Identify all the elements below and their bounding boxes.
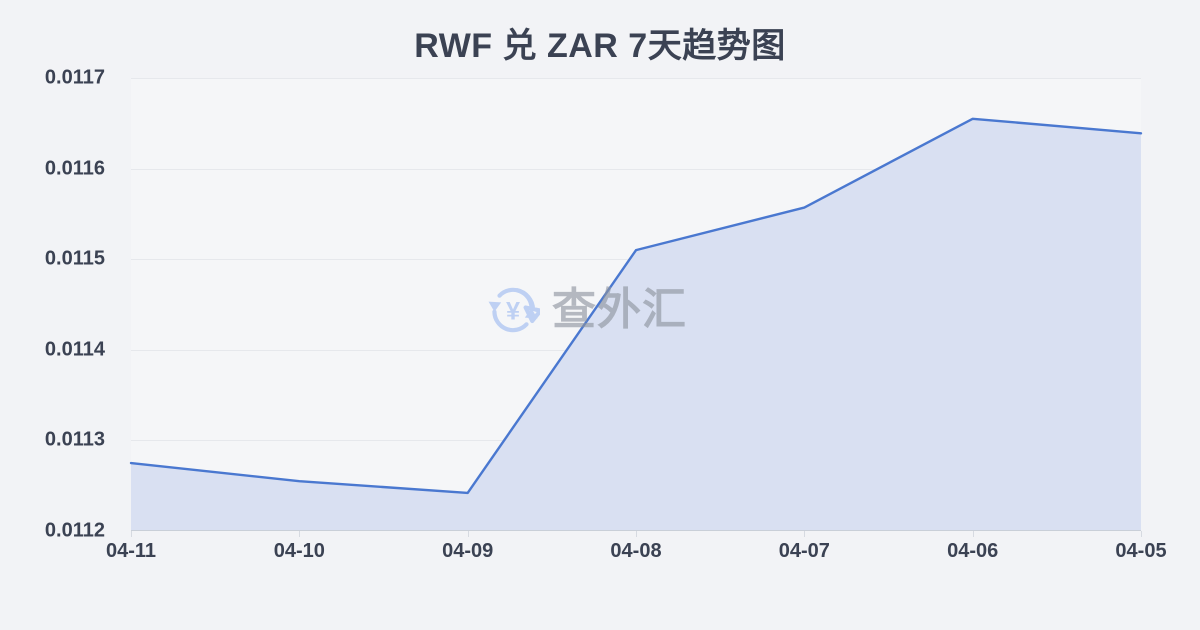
x-axis-tick: [636, 531, 637, 537]
y-axis-tick-label: 0.0114: [44, 338, 105, 361]
x-axis-line: [131, 530, 1141, 531]
y-axis-tick-label: 0.0115: [44, 247, 105, 270]
x-axis-tick: [131, 531, 132, 537]
series-area-line: [129, 117, 1143, 531]
x-axis-tick: [804, 531, 806, 537]
x-axis-tick-label: 04-11: [105, 540, 157, 562]
x-axis-tick: [1141, 531, 1142, 537]
gridline: [131, 168, 1141, 170]
x-axis-tick-label: 04-08: [610, 540, 662, 562]
y-axis-tick-label: 0.0116: [44, 157, 105, 180]
page-title: RWF 兑 ZAR 7天趋势图: [414, 27, 786, 65]
x-axis-tick: [972, 531, 974, 537]
x-axis-tick-label: 04-10: [273, 540, 325, 562]
x-axis-labels: 04-11 04-10 04-09 04-08 04-07 04-06 04-05: [0, 540, 1200, 570]
x-axis-tick: [299, 531, 301, 537]
x-axis-tick: [467, 531, 469, 537]
series-line: [129, 117, 1143, 495]
x-axis-tick-label: 04-07: [778, 540, 830, 562]
series-area-fill: [131, 118, 1141, 531]
x-axis-tick-label: 04-06: [947, 540, 999, 562]
y-axis-tick-label: 0.0117: [44, 66, 105, 89]
gridline: [131, 78, 1141, 79]
x-axis-tick-label: 04-09: [442, 540, 494, 562]
y-axis-tick-label: 0.0112: [44, 519, 105, 542]
x-axis-tick-label: 04-05: [1115, 540, 1167, 562]
plot-area: [129, 78, 1143, 537]
y-axis-labels: 0.0112 0.0113 0.0114 0.0115 0.0116 0.0117: [0, 0, 115, 630]
y-axis-tick-label: 0.0113: [44, 428, 105, 451]
